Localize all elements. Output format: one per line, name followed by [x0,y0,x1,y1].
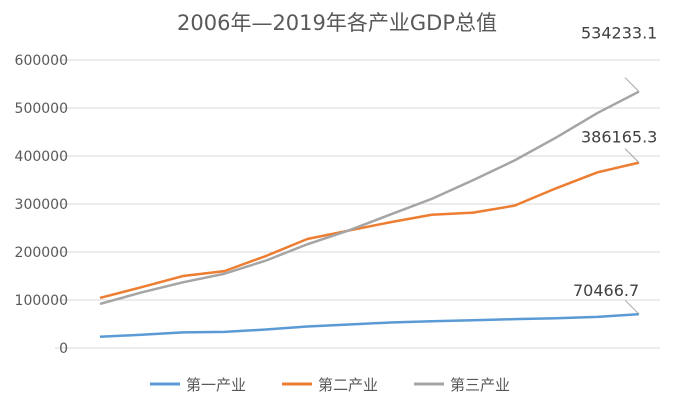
y-tick-label: 500000 [15,101,68,117]
leader-line [624,77,640,92]
y-tick-label: 100000 [15,293,68,309]
series-line-2 [99,161,640,300]
end-data-label: 70466.7 [573,281,639,300]
leader-line [624,148,640,163]
series-line-1 [99,312,640,339]
leader-line [624,299,640,315]
legend-label: 第二产业 [318,376,378,394]
legend-label: 第一产业 [186,376,246,394]
series-line-3 [99,90,640,306]
y-tick-label: 300000 [15,197,68,213]
y-tick-label: 0 [59,341,68,357]
legend-label: 第三产业 [450,376,510,394]
chart-title: 2006年—2019年各产业GDP总值 [177,11,497,35]
y-tick-label: 400000 [15,149,68,165]
y-tick-label: 600000 [15,53,68,69]
y-tick-label: 200000 [15,245,68,261]
end-data-label: 534233.1 [581,24,657,43]
end-data-label: 386165.3 [581,128,657,147]
